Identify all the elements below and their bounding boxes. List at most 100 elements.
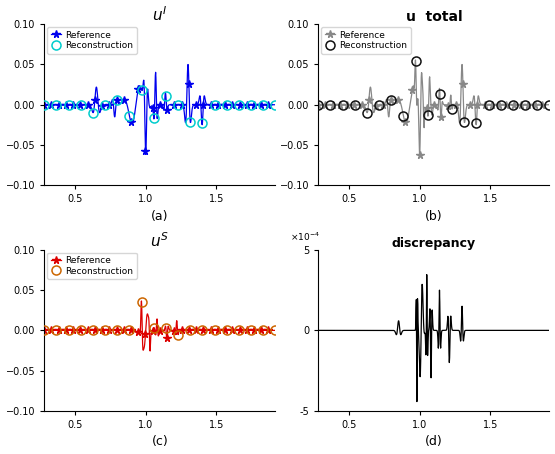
- Reference: [175, 102, 182, 108]
- Reconstruction: [150, 115, 157, 121]
- Reconstruction: [53, 102, 60, 108]
- Reconstruction: [461, 119, 468, 124]
- Line: Reference: Reference: [41, 61, 279, 158]
- Reconstruction: [376, 102, 382, 108]
- Reference: [181, 115, 188, 121]
- Reconstruction: [175, 102, 181, 108]
- Reference: [450, 103, 456, 109]
- Reconstruction: [126, 328, 133, 333]
- Reconstruction: [272, 102, 279, 108]
- Reference: [240, 102, 247, 108]
- Reconstruction: [546, 102, 553, 108]
- X-axis label: (a): (a): [151, 210, 169, 223]
- Reconstruction: [138, 299, 145, 305]
- Reconstruction: [412, 59, 419, 64]
- Reconstruction: [187, 328, 194, 333]
- Reconstruction: [102, 328, 108, 333]
- Reconstruction: [260, 102, 266, 108]
- Reference: [55, 102, 62, 108]
- Reconstruction: [235, 328, 242, 333]
- Title: u  total: u total: [406, 10, 462, 24]
- Title: $u^S$: $u^S$: [150, 231, 169, 250]
- Line: Reconstruction: Reconstruction: [40, 297, 280, 339]
- Reconstruction: [175, 332, 181, 337]
- Line: Reference: Reference: [41, 297, 279, 355]
- Reference: [41, 328, 48, 333]
- Reference: [315, 102, 321, 108]
- Reference: [138, 298, 145, 304]
- Legend: Reference, Reconstruction: Reference, Reconstruction: [47, 27, 137, 54]
- Reconstruction: [77, 102, 84, 108]
- Reference: [272, 328, 279, 333]
- Line: Reference: Reference: [315, 56, 553, 158]
- Reconstruction: [199, 120, 206, 126]
- Reference: [182, 328, 189, 333]
- Reconstruction: [163, 326, 169, 331]
- Reconstruction: [211, 102, 218, 108]
- Reconstruction: [388, 97, 395, 103]
- Reference: [55, 328, 62, 333]
- Reconstruction: [65, 328, 72, 333]
- Reference: [412, 57, 419, 63]
- Reference: [272, 102, 279, 108]
- Line: Reconstruction: Reconstruction: [40, 85, 280, 128]
- Legend: Reference, Reconstruction: Reference, Reconstruction: [47, 252, 137, 279]
- Title: discrepancy: discrepancy: [392, 237, 476, 250]
- X-axis label: (c): (c): [152, 435, 168, 449]
- Reconstruction: [339, 102, 346, 108]
- Legend: Reference, Reconstruction: Reference, Reconstruction: [321, 27, 411, 54]
- Reference: [456, 118, 462, 123]
- Reconstruction: [89, 110, 96, 115]
- Reconstruction: [114, 97, 120, 103]
- Reference: [546, 102, 553, 108]
- Reconstruction: [224, 102, 230, 108]
- Reference: [217, 102, 224, 108]
- Reconstruction: [199, 328, 206, 333]
- Reference: [143, 152, 149, 157]
- Reconstruction: [509, 102, 516, 108]
- Reconstruction: [102, 102, 108, 108]
- Reconstruction: [89, 328, 96, 333]
- Reconstruction: [53, 328, 60, 333]
- Reconstruction: [400, 113, 407, 118]
- X-axis label: (b): (b): [425, 210, 443, 223]
- Reconstruction: [260, 328, 266, 333]
- Reconstruction: [248, 102, 254, 108]
- X-axis label: (d): (d): [425, 435, 443, 449]
- Reconstruction: [473, 120, 480, 126]
- Title: $u^I$: $u^I$: [152, 5, 168, 24]
- Reference: [176, 329, 183, 334]
- Reconstruction: [211, 328, 218, 333]
- Reconstruction: [235, 102, 242, 108]
- Reconstruction: [187, 119, 194, 124]
- Reconstruction: [114, 328, 120, 333]
- Reconstruction: [272, 328, 279, 333]
- Reconstruction: [534, 102, 541, 108]
- Reconstruction: [522, 102, 528, 108]
- Reconstruction: [437, 91, 443, 97]
- Reference: [189, 107, 195, 113]
- Reconstruction: [425, 113, 431, 118]
- Reference: [491, 102, 497, 108]
- Reference: [185, 62, 191, 67]
- Reconstruction: [224, 328, 230, 333]
- Reconstruction: [77, 328, 84, 333]
- Reconstruction: [41, 102, 48, 108]
- Reconstruction: [126, 113, 133, 118]
- Reference: [329, 102, 336, 108]
- Reference: [416, 152, 423, 158]
- Reference: [147, 348, 153, 354]
- Reconstruction: [138, 87, 145, 93]
- Reference: [189, 328, 195, 333]
- Reconstruction: [327, 102, 334, 108]
- Line: Reconstruction: Reconstruction: [314, 57, 554, 128]
- Reference: [240, 328, 247, 333]
- Reference: [217, 328, 224, 333]
- Reference: [463, 107, 470, 113]
- Reconstruction: [65, 102, 72, 108]
- Reconstruction: [163, 94, 169, 99]
- Reconstruction: [248, 328, 254, 333]
- Reconstruction: [150, 325, 157, 331]
- Reconstruction: [315, 102, 321, 108]
- Reconstruction: [351, 102, 358, 108]
